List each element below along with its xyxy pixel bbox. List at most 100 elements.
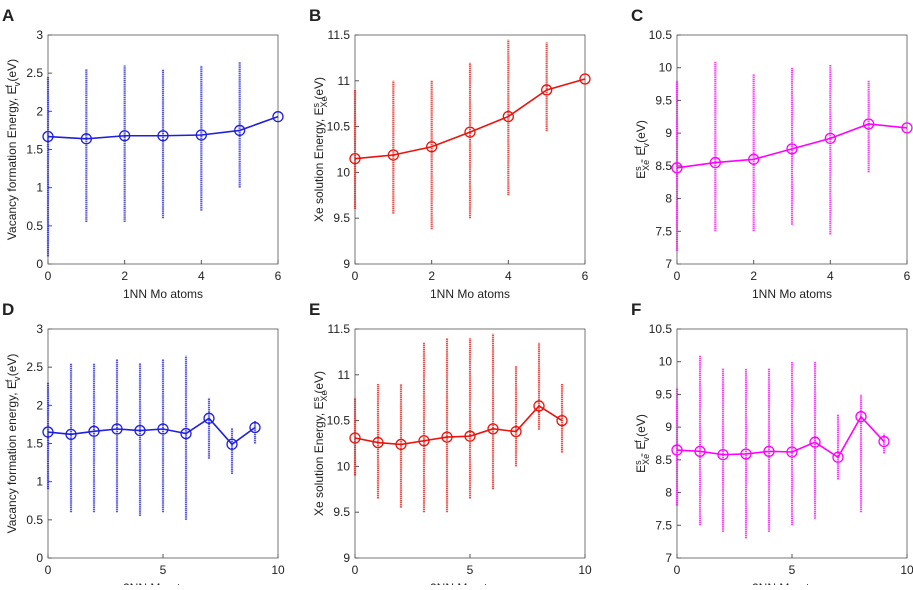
mean-marker [464, 430, 476, 442]
mean-marker [556, 414, 568, 427]
mean-marker [395, 438, 407, 451]
y-label-part: f [633, 440, 643, 443]
y-tick-label: 10.5 [649, 28, 673, 42]
y-axis-label: Xe solution Energy, EXes (eV) [311, 371, 329, 516]
panel-label: A [2, 6, 14, 25]
y-tick-label: 0 [36, 257, 43, 271]
x-tick-label: 6 [582, 269, 589, 283]
panel-label: C [631, 6, 643, 25]
x-tick-label: 5 [467, 563, 474, 577]
y-label-part: E [634, 171, 648, 179]
x-tick-label: 0 [674, 563, 681, 577]
y-tick-label: 1 [36, 181, 43, 195]
y-label-part: (eV) [312, 371, 326, 397]
x-axis-label: 1NN Mo atoms [123, 287, 203, 301]
x-tick-label: 0 [674, 269, 681, 283]
x-tick-label: 10 [271, 563, 285, 577]
y-tick-label: 7.5 [655, 224, 672, 238]
mean-marker [763, 445, 775, 458]
x-tick-label: 4 [198, 269, 205, 283]
x-tick-label: 0 [45, 563, 52, 577]
y-tick-label: 8 [665, 192, 672, 206]
y-tick-label: 10 [659, 61, 673, 75]
y-axis-label: Xe solution Energy, EXes (eV) [311, 77, 329, 222]
y-label-part: (eV) [5, 354, 19, 380]
y-tick-label: 1 [36, 475, 43, 489]
y-tick-label: 1.5 [26, 437, 43, 451]
y-label-part: f [4, 379, 14, 382]
y-tick-label: 2.5 [26, 360, 43, 374]
x-tick-label: 6 [904, 269, 911, 283]
x-axis-label: 1NN Mo atoms [430, 287, 510, 301]
y-label-part: Vacancy formation energy, E [5, 381, 19, 533]
mean-line [354, 78, 586, 160]
y-label-part: - E [634, 442, 648, 461]
mean-marker [157, 130, 169, 142]
x-tick-label: 6 [275, 269, 282, 283]
mean-marker [510, 425, 522, 438]
mean-marker [786, 143, 798, 155]
mean-marker [533, 400, 545, 412]
mean-marker [119, 130, 131, 142]
y-tick-label: 0.5 [26, 513, 43, 527]
y-tick-label: 11.5 [328, 322, 351, 336]
y-axis-label: Vacancy formation Energy, Evf (eV) [4, 59, 22, 240]
mean-marker [740, 448, 752, 460]
y-tick-label: 9 [665, 126, 672, 140]
x-axis-label: 2NN Mo atoms [123, 581, 203, 585]
y-tick-label: 9.5 [333, 211, 350, 225]
y-axis-label: EXes - Evf (eV) [633, 414, 651, 473]
y-tick-label: 10 [337, 165, 351, 179]
panel-label: F [631, 300, 641, 319]
mean-marker [824, 132, 836, 145]
y-tick-label: 2.5 [26, 66, 43, 80]
mean-marker [226, 438, 238, 450]
y-tick-label: 1.5 [26, 143, 43, 157]
mean-marker [694, 445, 706, 458]
panel-label: B [309, 6, 321, 25]
mean-marker [748, 153, 760, 165]
y-label-part: (eV) [634, 414, 648, 440]
mean-marker [349, 432, 361, 444]
y-axis-label: Vacancy formation energy, Evf (eV) [4, 354, 22, 534]
y-label-part: f [633, 146, 643, 149]
y-tick-label: 10.5 [327, 414, 351, 428]
y-tick-label: 9.5 [655, 93, 672, 107]
x-tick-label: 4 [505, 269, 512, 283]
mean-marker [272, 111, 284, 123]
mean-marker [671, 162, 683, 174]
y-label-part: E [634, 465, 648, 473]
mean-marker [426, 141, 438, 153]
x-axis-label: 2NN Mo atoms [430, 581, 510, 585]
y-tick-label: 9 [665, 420, 672, 434]
y-tick-label: 11.5 [328, 28, 351, 42]
mean-line [676, 415, 885, 459]
y-tick-label: 0 [36, 551, 43, 565]
y-tick-label: 7.5 [655, 518, 672, 532]
x-tick-label: 2 [121, 269, 128, 283]
y-tick-label: 3 [36, 322, 43, 336]
y-tick-label: 10.5 [327, 120, 351, 134]
mean-marker [541, 84, 553, 96]
mean-marker [418, 435, 430, 447]
y-tick-label: 7 [665, 551, 672, 565]
x-tick-label: 5 [789, 563, 796, 577]
y-tick-label: 9 [343, 257, 350, 271]
y-label-part: (eV) [312, 77, 326, 103]
y-axis-label: EXes - Evf (eV) [633, 120, 651, 179]
y-tick-label: 10.5 [649, 322, 673, 336]
x-tick-label: 4 [827, 269, 834, 283]
mean-line [354, 404, 563, 446]
mean-marker [709, 156, 721, 169]
mean-marker [717, 448, 729, 461]
mean-marker [195, 129, 207, 141]
y-tick-label: 10 [337, 459, 351, 473]
mean-marker [502, 110, 514, 123]
y-label-part: Xe [641, 160, 651, 171]
x-tick-label: 10 [900, 563, 913, 577]
y-label-part: v [12, 81, 22, 86]
x-axis-label: 1NN Mo atoms [752, 287, 832, 301]
y-tick-label: 11 [338, 74, 351, 88]
mean-marker [111, 423, 123, 435]
